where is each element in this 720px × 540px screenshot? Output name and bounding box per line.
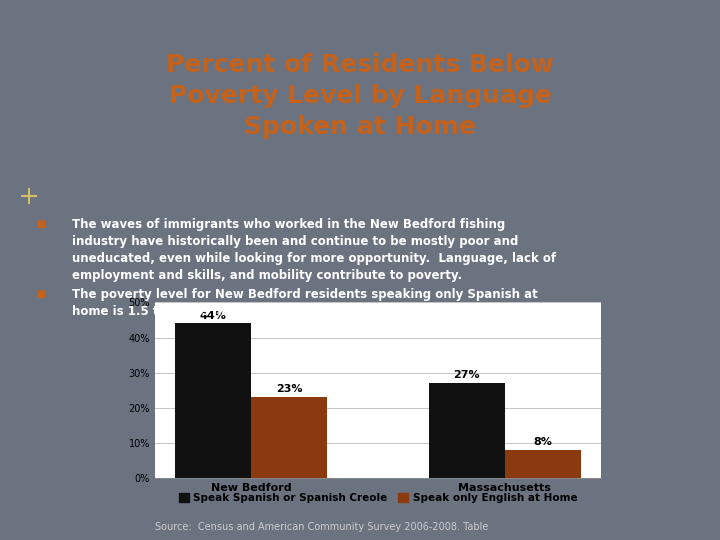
- Text: ■: ■: [36, 289, 45, 299]
- Text: The waves of immigrants who worked in the New Bedford fishing
industry have hist: The waves of immigrants who worked in th…: [72, 218, 556, 282]
- Text: 8%: 8%: [534, 437, 552, 447]
- Bar: [505, 450, 581, 478]
- Text: 44%: 44%: [199, 310, 227, 321]
- Text: Percent of Residents Below
Poverty Level by Language
Spoken at Home: Percent of Residents Below Poverty Level…: [166, 53, 554, 139]
- Bar: [175, 323, 251, 478]
- Text: The poverty level for New Bedford residents speaking only Spanish at
home is 1.5: The poverty level for New Bedford reside…: [72, 288, 538, 318]
- Text: ■: ■: [36, 219, 45, 229]
- Text: 27%: 27%: [454, 370, 480, 380]
- Text: Source:  Census and American Community Survey 2006-2008. Table: Source: Census and American Community Su…: [155, 522, 488, 532]
- Legend: Speak Spanish or Spanish Creole, Speak only English at Home: Speak Spanish or Spanish Creole, Speak o…: [175, 489, 581, 507]
- Text: 23%: 23%: [276, 384, 302, 394]
- Bar: [251, 397, 328, 478]
- Bar: [428, 383, 505, 478]
